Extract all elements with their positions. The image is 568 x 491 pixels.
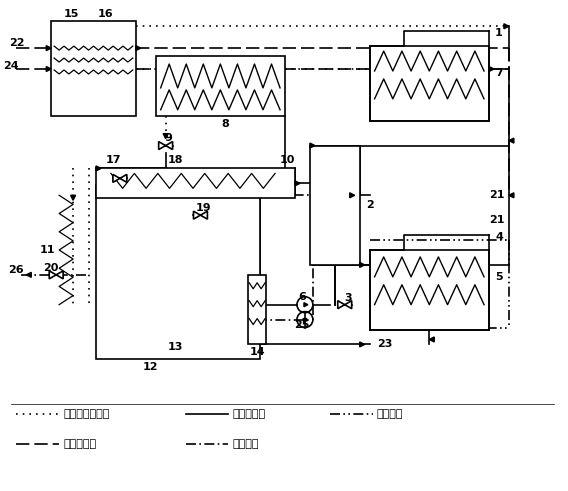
Text: 3: 3 [344, 293, 352, 303]
Polygon shape [509, 193, 514, 198]
Text: 23: 23 [377, 339, 392, 350]
Text: 13: 13 [168, 342, 183, 353]
Text: 17: 17 [106, 156, 122, 165]
Text: 制冷剂循环: 制冷剂循环 [232, 409, 265, 419]
Text: 余热管路: 余热管路 [377, 409, 403, 419]
Bar [96, 185, 260, 359]
Polygon shape [46, 46, 51, 51]
Polygon shape [96, 166, 101, 171]
Text: 25: 25 [294, 320, 310, 329]
Text: 21: 21 [489, 215, 505, 225]
Polygon shape [350, 193, 354, 198]
Bar [370, 250, 489, 329]
Text: 19: 19 [195, 203, 211, 213]
Polygon shape [120, 174, 127, 182]
Polygon shape [360, 262, 365, 268]
Polygon shape [26, 273, 31, 277]
Polygon shape [56, 271, 63, 279]
Bar [96, 168, 295, 198]
Polygon shape [345, 300, 352, 309]
Bar [370, 46, 489, 121]
Polygon shape [504, 24, 509, 29]
Text: 20: 20 [44, 263, 59, 273]
Bar [156, 56, 285, 116]
Text: 5: 5 [495, 272, 503, 282]
Polygon shape [49, 271, 56, 279]
Polygon shape [113, 174, 120, 182]
Polygon shape [509, 138, 514, 143]
Polygon shape [310, 143, 315, 148]
Text: 溴化锂溶液循环: 溴化锂溶液循环 [63, 409, 110, 419]
Text: 11: 11 [39, 245, 55, 255]
Text: 10: 10 [279, 156, 295, 165]
Bar [310, 145, 360, 265]
Text: 26: 26 [9, 265, 24, 275]
Text: 15: 15 [64, 9, 79, 19]
Text: 热水管路: 热水管路 [232, 439, 259, 449]
Text: 18: 18 [168, 156, 183, 165]
Text: 8: 8 [222, 119, 229, 129]
Polygon shape [304, 302, 308, 307]
Polygon shape [163, 134, 168, 138]
Text: 7: 7 [495, 68, 503, 78]
Polygon shape [158, 141, 166, 150]
Bar [51, 21, 136, 116]
Polygon shape [295, 181, 300, 186]
Text: 14: 14 [249, 348, 265, 357]
Polygon shape [194, 211, 201, 219]
Text: 4: 4 [495, 232, 503, 242]
Bar [248, 275, 266, 345]
Text: 2: 2 [366, 200, 374, 210]
Polygon shape [46, 66, 51, 72]
Text: 16: 16 [98, 9, 114, 19]
Polygon shape [303, 319, 307, 323]
Polygon shape [166, 141, 173, 150]
Polygon shape [338, 300, 345, 309]
Text: 22: 22 [9, 38, 24, 48]
Text: 12: 12 [143, 362, 158, 372]
Text: 1: 1 [495, 28, 503, 38]
Polygon shape [429, 337, 435, 342]
Polygon shape [201, 211, 207, 219]
Text: 9: 9 [165, 133, 173, 142]
Text: 冷却水管路: 冷却水管路 [63, 439, 96, 449]
Text: 21: 21 [489, 191, 505, 200]
Polygon shape [70, 195, 76, 200]
Polygon shape [360, 342, 365, 347]
Text: 6: 6 [298, 292, 306, 301]
Text: 24: 24 [3, 61, 19, 71]
Polygon shape [489, 66, 494, 72]
Polygon shape [136, 46, 141, 51]
